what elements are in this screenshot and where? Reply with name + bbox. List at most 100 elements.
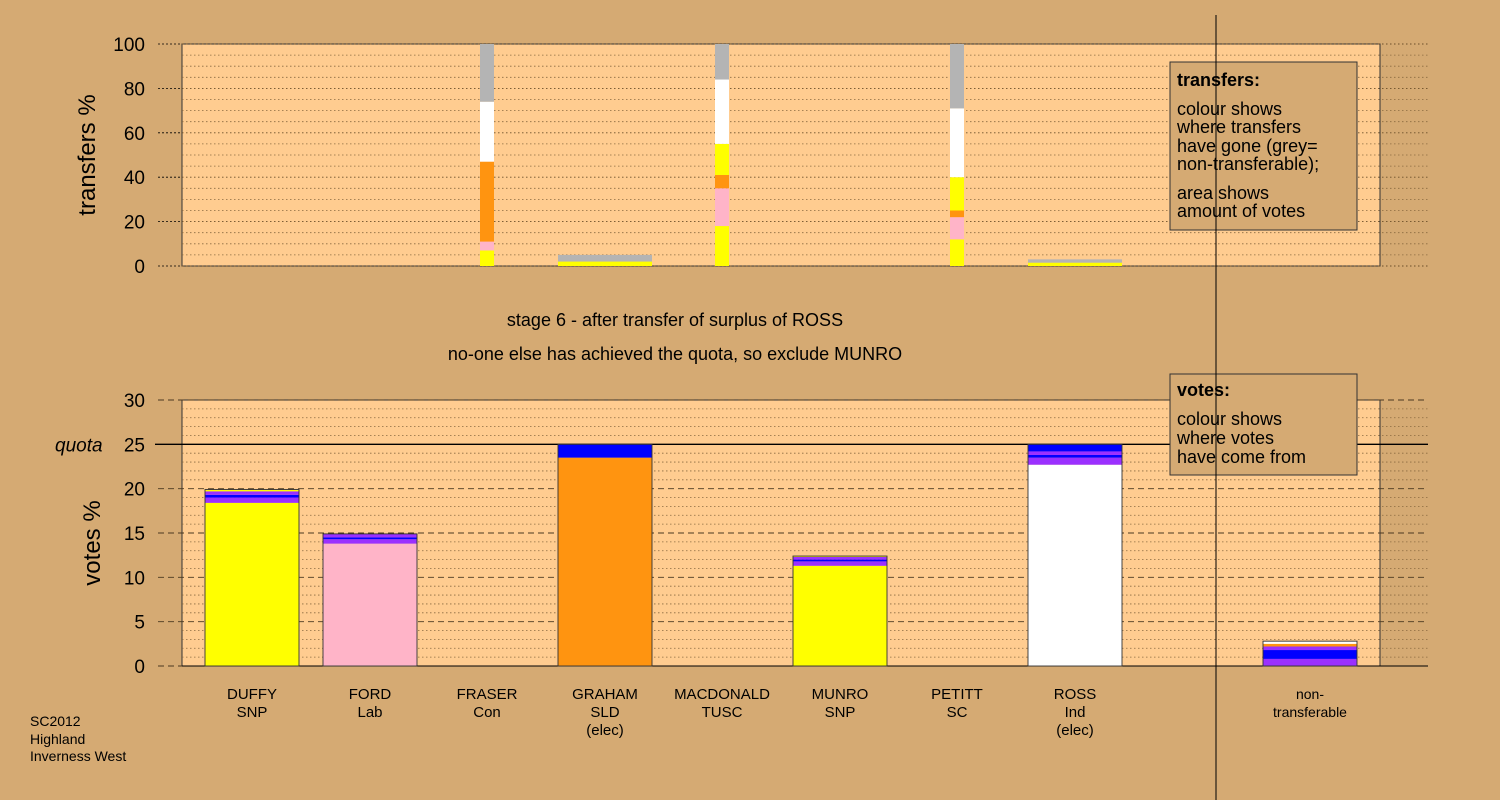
transfers-legend-line: where transfers bbox=[1176, 117, 1301, 137]
votes-legend: votes: colour shows where votes have com… bbox=[1169, 373, 1358, 476]
x-tick-label: SC bbox=[947, 704, 968, 721]
transfers-legend-line: area shows bbox=[1177, 183, 1269, 203]
transfer-segment bbox=[715, 44, 729, 80]
x-tick-label: transferable bbox=[1273, 704, 1347, 720]
vote-bar-outline bbox=[792, 555, 888, 667]
y-tick-label: 15 bbox=[124, 524, 145, 545]
transfers-legend-line: have gone (grey= bbox=[1177, 136, 1318, 156]
vote-bar-outline bbox=[557, 443, 653, 667]
x-tick-label: Con bbox=[473, 704, 501, 721]
vote-segment bbox=[793, 559, 887, 562]
vote-segment bbox=[1028, 451, 1122, 455]
x-tick-label: FORD bbox=[349, 686, 392, 703]
transfer-segment bbox=[480, 241, 494, 251]
stage-subtitle: no-one else has achieved the quota, so e… bbox=[448, 344, 902, 364]
transfer-segment bbox=[715, 188, 729, 227]
votes-legend-line: have come from bbox=[1177, 447, 1306, 467]
transfer-segment bbox=[950, 210, 964, 218]
vote-segment bbox=[1263, 646, 1357, 651]
x-tick-label: DUFFY bbox=[227, 686, 277, 703]
transfers-legend-line: amount of votes bbox=[1177, 201, 1305, 221]
quota-label: quota bbox=[55, 435, 103, 456]
stage-title: stage 6 - after transfer of surplus of R… bbox=[507, 310, 843, 330]
x-tick-label: PETITT bbox=[931, 686, 983, 703]
vote-segment bbox=[1263, 650, 1357, 659]
transfer-segment bbox=[715, 79, 729, 144]
vote-segment bbox=[205, 497, 299, 503]
vote-segment bbox=[205, 491, 299, 495]
footer-ward: Inverness West bbox=[30, 748, 126, 764]
x-tick-label: MUNRO bbox=[812, 686, 869, 703]
y-tick-label: 25 bbox=[124, 435, 145, 456]
transfer-segment bbox=[715, 143, 729, 175]
transfers-legend-line: non-transferable); bbox=[1177, 154, 1319, 174]
y-tick-label: 100 bbox=[113, 35, 145, 56]
x-tick-label: non- bbox=[1296, 686, 1324, 702]
vote-segment bbox=[793, 561, 887, 566]
transfer-segment bbox=[558, 261, 652, 266]
vote-segment bbox=[1028, 464, 1122, 666]
vote-bar-outline bbox=[322, 533, 418, 667]
footer-council: Highland bbox=[30, 731, 85, 747]
transfers-legend-box bbox=[1169, 61, 1358, 231]
transfers-legend: transfers: colour shows where transfers … bbox=[1169, 61, 1358, 231]
y-axis-label: transfers % bbox=[74, 94, 101, 215]
y-tick-label: 20 bbox=[124, 213, 145, 234]
vote-segment bbox=[1263, 658, 1357, 666]
y-tick-label: 20 bbox=[124, 480, 145, 501]
vote-bar-outline bbox=[1262, 640, 1358, 667]
vote-segment bbox=[323, 543, 417, 666]
transfer-segment bbox=[715, 174, 729, 189]
transfer-segment bbox=[558, 254, 652, 262]
y-tick-label: 40 bbox=[124, 168, 145, 189]
y-tick-label: 0 bbox=[134, 257, 145, 278]
votes-legend-box bbox=[1169, 373, 1358, 476]
votes-legend-title: votes: bbox=[1177, 380, 1230, 400]
transfers-legend-line: colour shows bbox=[1177, 99, 1282, 119]
y-tick-label: 30 bbox=[124, 391, 145, 412]
transfer-segment bbox=[950, 217, 964, 240]
vote-segment bbox=[205, 494, 299, 498]
vote-segment bbox=[1028, 454, 1122, 458]
y-axis-label: votes % bbox=[79, 500, 106, 585]
votes-legend-line: where votes bbox=[1176, 428, 1274, 448]
y-tick-label: 10 bbox=[124, 568, 145, 589]
vote-segment bbox=[323, 537, 417, 540]
transfer-segment bbox=[950, 108, 964, 178]
transfer-segment bbox=[480, 161, 494, 242]
x-tick-label: GRAHAM bbox=[572, 686, 638, 703]
vote-segment bbox=[558, 457, 652, 666]
vote-segment bbox=[1263, 643, 1357, 647]
vote-segment bbox=[793, 565, 887, 666]
transfer-segment bbox=[950, 177, 964, 211]
x-tick-label: MACDONALD bbox=[674, 686, 770, 703]
x-tick-label: (elec) bbox=[1056, 722, 1094, 739]
vote-segment bbox=[1028, 457, 1122, 465]
vote-segment bbox=[558, 444, 652, 458]
transfer-segment bbox=[950, 44, 964, 109]
transfer-segment bbox=[950, 239, 964, 266]
x-tick-label: SNP bbox=[825, 704, 856, 721]
transfer-segment bbox=[1028, 259, 1122, 263]
vote-segment bbox=[1263, 641, 1357, 644]
y-tick-label: 80 bbox=[124, 79, 145, 100]
transfer-segment bbox=[480, 250, 494, 266]
y-tick-label: 60 bbox=[124, 124, 145, 145]
x-tick-label: (elec) bbox=[586, 722, 624, 739]
x-tick-label: FRASER bbox=[457, 686, 518, 703]
vote-segment bbox=[205, 489, 299, 492]
x-tick-label: Lab bbox=[357, 704, 382, 721]
vote-segment bbox=[323, 533, 417, 538]
y-tick-label: 5 bbox=[134, 613, 145, 634]
x-tick-label: Ind bbox=[1065, 704, 1086, 721]
vote-segment bbox=[323, 539, 417, 544]
footer-election: SC2012 bbox=[30, 713, 81, 729]
x-tick-label: SNP bbox=[237, 704, 268, 721]
vote-segment bbox=[793, 556, 887, 560]
x-tick-label: SLD bbox=[590, 704, 619, 721]
y-tick-label: 0 bbox=[134, 657, 145, 678]
vote-bar-outline bbox=[204, 489, 300, 667]
